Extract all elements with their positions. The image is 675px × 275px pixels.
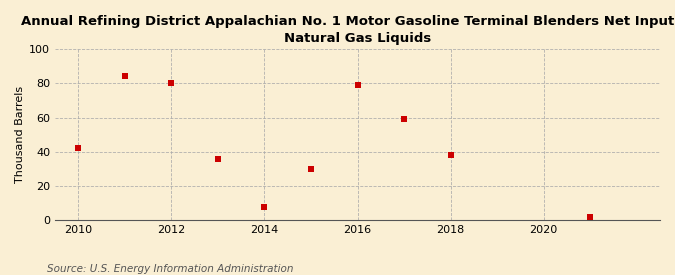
Point bbox=[119, 74, 130, 79]
Point bbox=[306, 167, 317, 171]
Point bbox=[259, 205, 270, 209]
Point bbox=[352, 83, 363, 87]
Point bbox=[399, 117, 410, 122]
Title: Annual Refining District Appalachian No. 1 Motor Gasoline Terminal Blenders Net : Annual Refining District Appalachian No.… bbox=[21, 15, 675, 45]
Point bbox=[446, 153, 456, 158]
Point bbox=[213, 156, 223, 161]
Point bbox=[73, 146, 84, 151]
Point bbox=[585, 215, 595, 219]
Point bbox=[166, 81, 177, 86]
Y-axis label: Thousand Barrels: Thousand Barrels bbox=[15, 86, 25, 183]
Text: Source: U.S. Energy Information Administration: Source: U.S. Energy Information Administ… bbox=[47, 264, 294, 274]
